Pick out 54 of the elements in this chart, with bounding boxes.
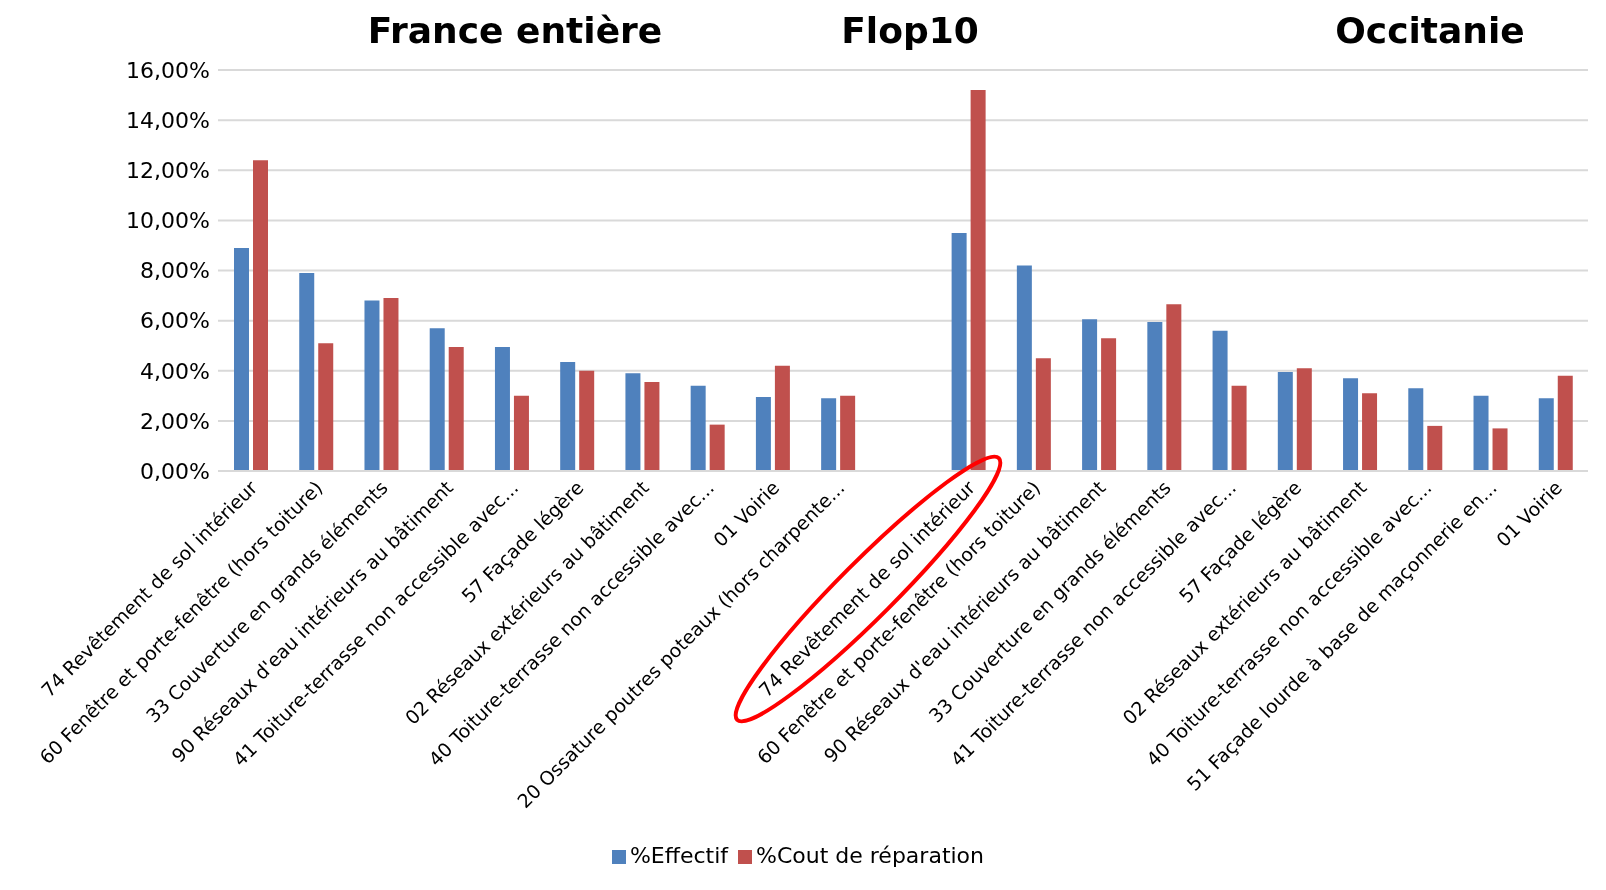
text: Occitanie <box>1334 10 1526 51</box>
y-tick-label: 10,00% <box>126 208 210 234</box>
bar <box>1408 388 1424 471</box>
bar <box>1101 338 1117 471</box>
y-tick-label: 0,00% <box>140 458 210 484</box>
bar <box>1473 395 1489 471</box>
legend-label: %Effectif <box>629 843 729 868</box>
y-tick-label: 14,00% <box>126 107 210 133</box>
bar <box>1082 319 1098 471</box>
bar <box>494 346 510 471</box>
bar <box>690 385 706 471</box>
bar <box>625 373 641 471</box>
bar <box>1557 375 1573 471</box>
bar <box>951 232 967 471</box>
bar <box>1035 358 1051 471</box>
bar <box>383 298 399 471</box>
bar <box>1296 368 1312 471</box>
y-tick-label: 4,00% <box>140 358 210 384</box>
text: Flop10 <box>840 10 980 51</box>
text: France entière <box>366 10 664 51</box>
bar <box>1016 265 1032 471</box>
bar <box>560 361 576 471</box>
bar <box>1362 393 1378 471</box>
bar <box>1538 398 1554 471</box>
bar <box>234 247 249 471</box>
legend-label: %Cout de réparation <box>756 843 985 868</box>
bar <box>1147 321 1163 471</box>
bar <box>448 346 464 471</box>
bar <box>970 90 986 471</box>
bar <box>579 370 595 471</box>
y-tick-label: 6,00% <box>140 308 210 334</box>
bar <box>755 397 771 471</box>
bar <box>1166 304 1182 471</box>
bar <box>1343 378 1359 471</box>
bar <box>513 395 529 471</box>
bar <box>1492 428 1508 471</box>
bar <box>1277 372 1293 471</box>
bar <box>253 160 268 471</box>
bar <box>364 300 380 471</box>
y-tick-label: 2,00% <box>140 408 210 434</box>
bar <box>821 398 837 471</box>
bar <box>429 328 445 471</box>
bar <box>318 343 334 471</box>
bar <box>774 365 790 471</box>
bar <box>1427 425 1443 471</box>
y-tick-label: 16,00% <box>126 57 210 83</box>
bar <box>1231 385 1247 471</box>
y-tick-label: 12,00% <box>126 158 210 184</box>
bar <box>709 424 725 471</box>
bar <box>1212 330 1228 471</box>
bar <box>840 395 856 471</box>
bar <box>644 382 660 471</box>
bar <box>299 273 315 471</box>
y-tick-label: 8,00% <box>140 258 210 284</box>
